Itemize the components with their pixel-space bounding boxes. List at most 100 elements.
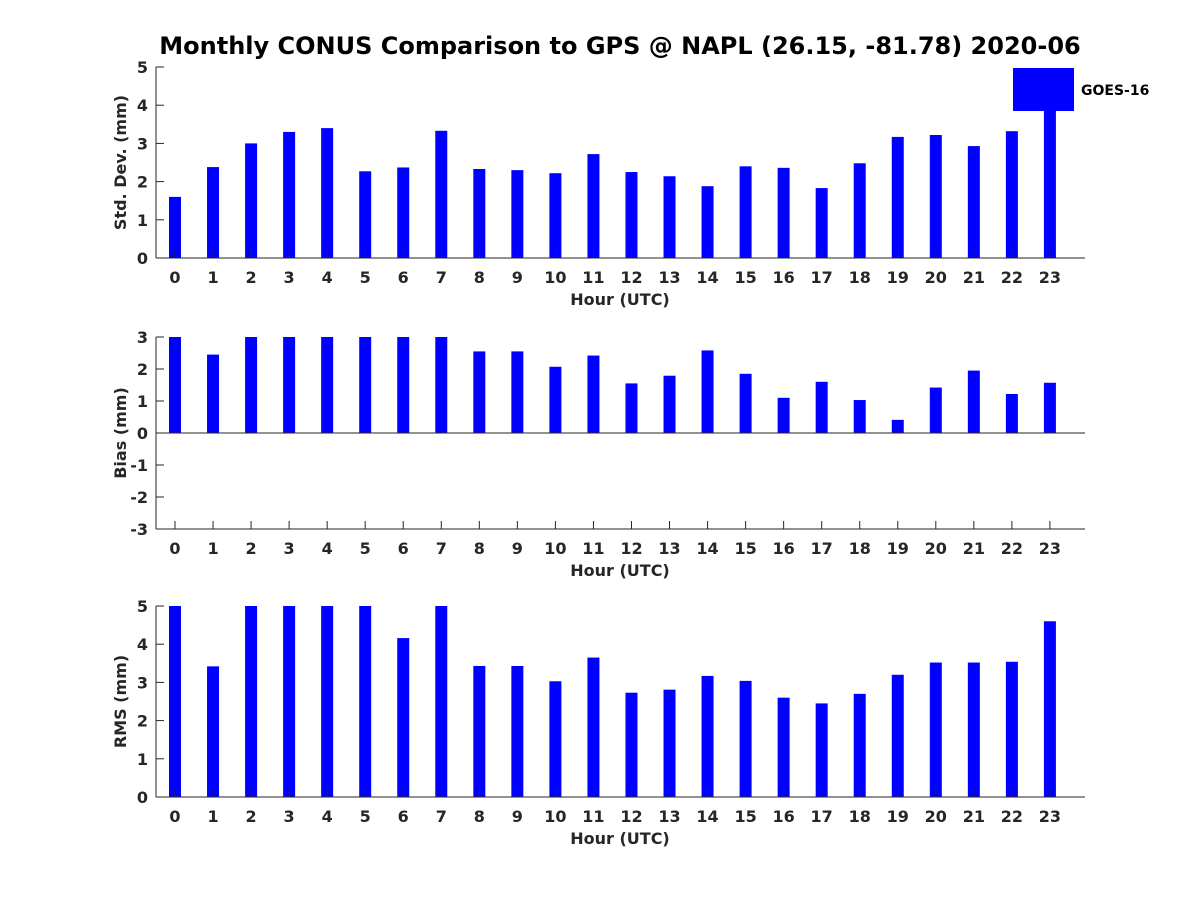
y-tick-label: 5: [137, 597, 148, 616]
bar: [549, 681, 562, 797]
x-tick-label: 22: [1001, 268, 1023, 287]
y-tick-label: 2: [137, 712, 148, 731]
bar: [511, 665, 524, 797]
x-tick-label: 20: [925, 268, 947, 287]
x-tick-label: 14: [696, 539, 718, 558]
x-tick-label: 13: [658, 807, 680, 826]
x-tick-label: 21: [963, 807, 985, 826]
y-tick-label: 0: [137, 249, 148, 268]
y-tick-label: 0: [137, 424, 148, 443]
bar: [283, 606, 296, 797]
bar: [1043, 382, 1056, 433]
bar: [625, 692, 638, 797]
bar: [1005, 661, 1018, 797]
x-tick-label: 18: [849, 268, 871, 287]
x-tick-label: 15: [734, 807, 756, 826]
x-tick-label: 4: [322, 539, 333, 558]
bar: [815, 188, 828, 258]
bar: [207, 666, 220, 797]
x-tick-label: 3: [284, 539, 295, 558]
x-axis-label: Hour (UTC): [570, 561, 670, 580]
x-tick-label: 7: [436, 807, 447, 826]
x-tick-label: 19: [887, 807, 909, 826]
bar: [967, 370, 980, 433]
y-tick-label: 3: [137, 134, 148, 153]
bar: [853, 400, 866, 433]
bar: [1005, 393, 1018, 433]
y-tick-label: 0: [137, 788, 148, 807]
x-tick-label: 7: [436, 268, 447, 287]
bar: [1043, 103, 1056, 258]
x-tick-label: 8: [474, 539, 485, 558]
bar: [435, 337, 448, 433]
x-tick-label: 1: [207, 807, 218, 826]
bar: [321, 128, 334, 258]
y-tick-label: 1: [137, 211, 148, 230]
y-tick-label: 2: [137, 360, 148, 379]
x-tick-label: 19: [887, 268, 909, 287]
bar: [663, 176, 676, 258]
x-tick-label: 0: [169, 539, 180, 558]
x-tick-label: 21: [963, 539, 985, 558]
bar: [967, 662, 980, 797]
x-tick-label: 0: [169, 268, 180, 287]
x-axis-label: Hour (UTC): [570, 290, 670, 309]
legend-swatch: [1013, 68, 1074, 111]
bar: [245, 143, 258, 258]
bar: [1005, 131, 1018, 258]
bar: [701, 675, 714, 797]
x-tick-label: 15: [734, 539, 756, 558]
bar: [321, 606, 334, 797]
y-axis-label: Std. Dev. (mm): [111, 95, 130, 230]
bar: [739, 166, 752, 258]
x-tick-label: 1: [207, 268, 218, 287]
x-tick-label: 5: [360, 807, 371, 826]
x-tick-label: 3: [284, 807, 295, 826]
x-tick-label: 16: [773, 807, 795, 826]
bar: [625, 172, 638, 258]
bar: [473, 665, 486, 797]
legend-label: GOES-16: [1081, 83, 1149, 99]
x-tick-label: 5: [360, 268, 371, 287]
x-tick-label: 12: [620, 807, 642, 826]
y-tick-label: 1: [137, 750, 148, 769]
bar: [967, 146, 980, 258]
bar: [549, 366, 562, 433]
x-tick-label: 12: [620, 539, 642, 558]
bar: [397, 167, 410, 258]
x-tick-label: 11: [582, 807, 604, 826]
x-tick-label: 1: [207, 539, 218, 558]
x-tick-label: 2: [246, 539, 257, 558]
legend: GOES-16: [1013, 68, 1149, 111]
bar: [701, 350, 714, 433]
x-tick-label: 9: [512, 268, 523, 287]
bar: [929, 387, 942, 433]
x-tick-label: 12: [620, 268, 642, 287]
bar: [549, 173, 562, 258]
bar: [739, 373, 752, 433]
y-tick-label: -3: [130, 520, 148, 539]
x-tick-label: 22: [1001, 539, 1023, 558]
x-tick-label: 0: [169, 807, 180, 826]
bar: [397, 638, 410, 797]
x-tick-label: 14: [696, 268, 718, 287]
x-tick-label: 4: [322, 807, 333, 826]
bar: [435, 606, 448, 797]
bar: [207, 167, 220, 258]
x-tick-label: 23: [1039, 807, 1061, 826]
y-tick-label: 1: [137, 392, 148, 411]
bar: [853, 163, 866, 258]
y-tick-label: -2: [130, 488, 148, 507]
y-tick-label: 2: [137, 173, 148, 192]
bar: [587, 154, 600, 258]
bar: [473, 168, 486, 258]
bar: [283, 337, 296, 433]
bar: [815, 703, 828, 797]
x-tick-label: 10: [544, 539, 566, 558]
y-tick-label: 5: [137, 58, 148, 77]
bar: [169, 196, 181, 258]
x-axis-label: Hour (UTC): [570, 829, 670, 848]
x-tick-label: 9: [512, 807, 523, 826]
